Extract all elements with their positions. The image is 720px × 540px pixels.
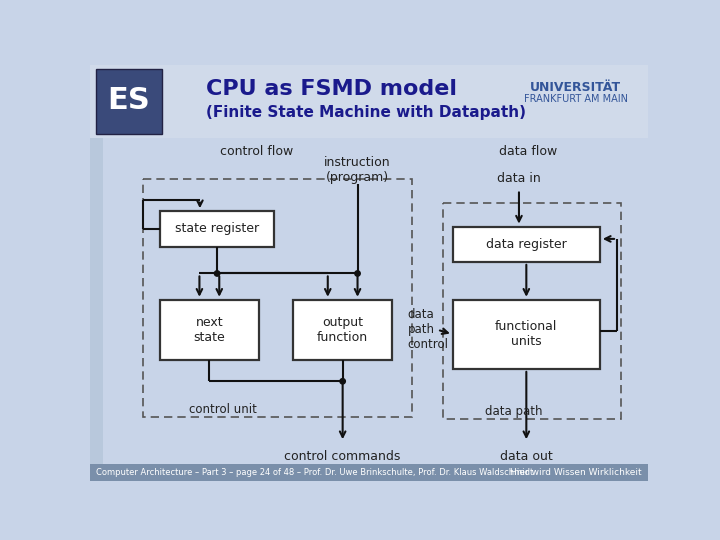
Text: instruction
(program): instruction (program) (324, 156, 391, 184)
Bar (160, 300, 259, 360)
Text: data out: data out (500, 450, 553, 463)
Bar (143, 179, 413, 417)
Text: UNIVERSITÄT: UNIVERSITÄT (531, 82, 621, 94)
Bar (160, 211, 274, 247)
Circle shape (340, 379, 346, 384)
Text: Hier wird Wissen Wirklichkeit: Hier wird Wissen Wirklichkeit (510, 468, 642, 477)
Text: next
state: next state (194, 316, 225, 343)
Bar (293, 300, 392, 360)
Bar (453, 226, 600, 262)
Text: data flow: data flow (499, 145, 557, 158)
Text: ES: ES (107, 86, 150, 116)
Bar (90, 65, 648, 138)
Bar (96, 69, 162, 134)
Text: state register: state register (175, 222, 259, 235)
Bar (443, 204, 621, 419)
Text: control unit: control unit (189, 403, 257, 416)
Text: (Finite State Machine with Datapath): (Finite State Machine with Datapath) (206, 105, 526, 120)
Circle shape (355, 271, 360, 276)
Bar (508, 69, 644, 134)
Text: data in: data in (497, 172, 541, 185)
Text: data
path
control: data path control (408, 308, 449, 351)
Text: functional
units: functional units (495, 320, 557, 348)
Text: Computer Architecture – Part 3 – page 24 of 48 – Prof. Dr. Uwe Brinkschulte, Pro: Computer Architecture – Part 3 – page 24… (96, 468, 534, 477)
Bar (90, 464, 648, 481)
Text: control flow: control flow (220, 145, 293, 158)
Circle shape (215, 271, 220, 276)
Text: output
function: output function (317, 316, 368, 343)
Text: control commands: control commands (284, 450, 401, 463)
Text: FRANKFURT AM MAIN: FRANKFURT AM MAIN (524, 94, 628, 104)
Text: data register: data register (486, 238, 567, 251)
Text: CPU as FSMD model: CPU as FSMD model (206, 79, 457, 99)
Bar (453, 300, 600, 369)
Bar (90, 138, 103, 464)
Text: data path: data path (485, 405, 543, 418)
